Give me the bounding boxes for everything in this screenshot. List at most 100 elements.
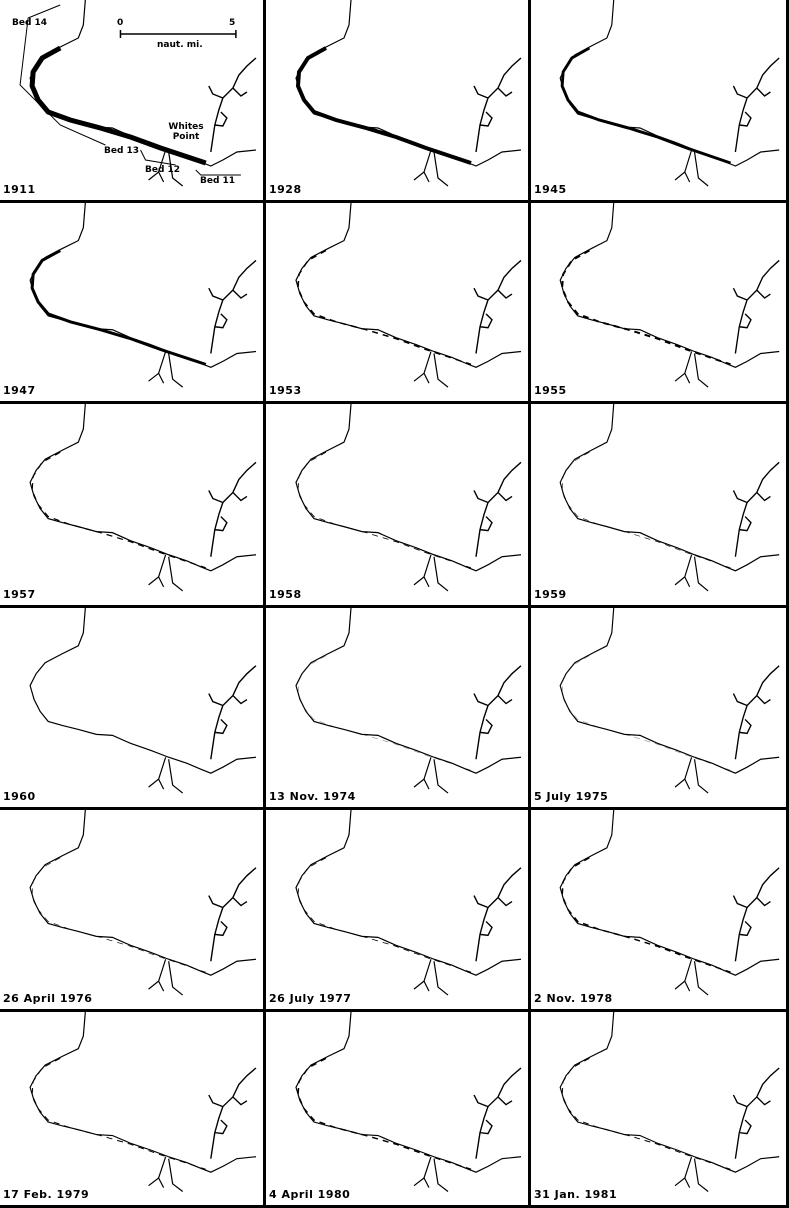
coastline-map [295, 608, 522, 794]
harbor-outline [473, 665, 522, 760]
harbor-outline [473, 259, 522, 354]
panel-date-label: 31 Jan. 1981 [534, 1188, 618, 1201]
breakwater [674, 757, 709, 794]
breakwater [413, 149, 449, 187]
kelp-canopy [30, 249, 207, 366]
coastline-map [29, 404, 257, 592]
coastline [295, 810, 522, 976]
panel-date-label: 26 July 1977 [269, 992, 352, 1005]
bed-boundary-lines [19, 4, 241, 176]
panel-date-label: 13 Nov. 1974 [269, 790, 356, 803]
coastline [559, 608, 780, 774]
breakwater [413, 351, 449, 388]
panel-date-label: 1947 [3, 384, 36, 397]
kelp-canopy [561, 655, 731, 771]
kelp-canopy [297, 1057, 472, 1170]
coastline-map [559, 0, 780, 187]
kelp-canopy [297, 249, 472, 366]
harbor-outline [208, 1067, 257, 1159]
panel-date-label: 26 April 1976 [3, 992, 93, 1005]
breakwater [413, 959, 449, 996]
breakwater [674, 351, 709, 388]
panel-date-label: 1911 [3, 183, 36, 196]
breakwater [148, 757, 184, 794]
map-panel: 2 Nov. 1978 [531, 810, 789, 1012]
harbor-outline [208, 461, 257, 557]
map-panel: 17 Feb. 1979 [0, 1012, 266, 1208]
coastline [295, 608, 522, 774]
harbor-outline [473, 867, 522, 962]
harbor-outline [208, 259, 257, 354]
kelp-canopy [297, 857, 472, 973]
coastline [29, 608, 257, 774]
kelp-canopy [297, 451, 472, 569]
panel-date-label: 1955 [534, 384, 567, 397]
map-panel: 1911 Bed 14 Bed 13 Bed 12 Bed 11 0 5 naut. mi. W… [0, 0, 266, 203]
harbor-outline [208, 867, 257, 962]
kelp-canopy [561, 857, 731, 973]
breakwater [413, 554, 449, 592]
breakwater [413, 757, 449, 794]
kelp-canopy [561, 451, 731, 569]
kelp-canopy [561, 1057, 731, 1170]
scale-start-label: 0 [117, 18, 124, 28]
panel-date-label: 1957 [3, 588, 36, 601]
map-panel: 31 Jan. 1981 [531, 1012, 789, 1208]
coastline-map [295, 810, 522, 996]
coastline-map [29, 1012, 257, 1192]
map-panel: 1945 [531, 0, 789, 203]
harbor-outline [208, 57, 257, 153]
map-panel: 1947 [0, 203, 266, 404]
coastline-map [19, 0, 257, 187]
kelp-canopy [31, 1057, 206, 1170]
coastline [559, 404, 780, 572]
breakwater [148, 351, 184, 388]
panel-date-label: 1945 [534, 183, 567, 196]
panel-date-label: 1958 [269, 588, 302, 601]
panel-date-label: 1959 [534, 588, 567, 601]
coastline-map [29, 203, 257, 388]
kelp-canopy [561, 249, 731, 366]
map-panel: 1960 [0, 608, 266, 810]
breakwater [148, 554, 184, 592]
panel-date-label: 5 July 1975 [534, 790, 609, 803]
breakwater [674, 554, 709, 592]
panel-date-label: 1960 [3, 790, 36, 803]
map-panel: 4 April 1980 [266, 1012, 531, 1208]
map-panel: 1955 [531, 203, 789, 404]
harbor-outline [473, 1067, 522, 1159]
harbor-outline [732, 259, 780, 354]
map-panel: 26 April 1976 [0, 810, 266, 1012]
map-panel: 26 July 1977 [266, 810, 531, 1012]
breakwater [674, 149, 709, 187]
coastline-map [559, 608, 780, 794]
panel-date-label: 2 Nov. 1978 [534, 992, 613, 1005]
map-panel: 13 Nov. 1974 [266, 608, 531, 810]
harbor-outline [732, 867, 780, 962]
kelp-canopy [31, 857, 206, 973]
kelp-canopy [295, 46, 472, 165]
harbor-outline [473, 57, 522, 153]
breakwater [148, 959, 184, 996]
coastline-map [295, 203, 522, 388]
map-panel: 1959 [531, 404, 789, 608]
bed-12-label: Bed 12 [145, 165, 181, 175]
map-panel: 1928 [266, 0, 531, 203]
kelp-canopy [297, 655, 472, 771]
bed-14-label: Bed 14 [12, 18, 48, 28]
panel-date-label: 1953 [269, 384, 302, 397]
map-panel: 1953 [266, 203, 531, 404]
panel-date-label: 1928 [269, 183, 302, 196]
harbor-outline [208, 665, 257, 760]
harbor-outline [732, 461, 780, 557]
kelp-canopy [560, 46, 731, 165]
whites-point-label: Whites Point [168, 122, 204, 142]
map-panel: 1958 [266, 404, 531, 608]
scale-bar [119, 30, 237, 38]
coastline [295, 404, 522, 572]
coastline-map [559, 203, 780, 388]
breakwater [413, 1156, 449, 1192]
coastline-map [559, 1012, 780, 1192]
panel-date-label: 17 Feb. 1979 [3, 1188, 90, 1201]
